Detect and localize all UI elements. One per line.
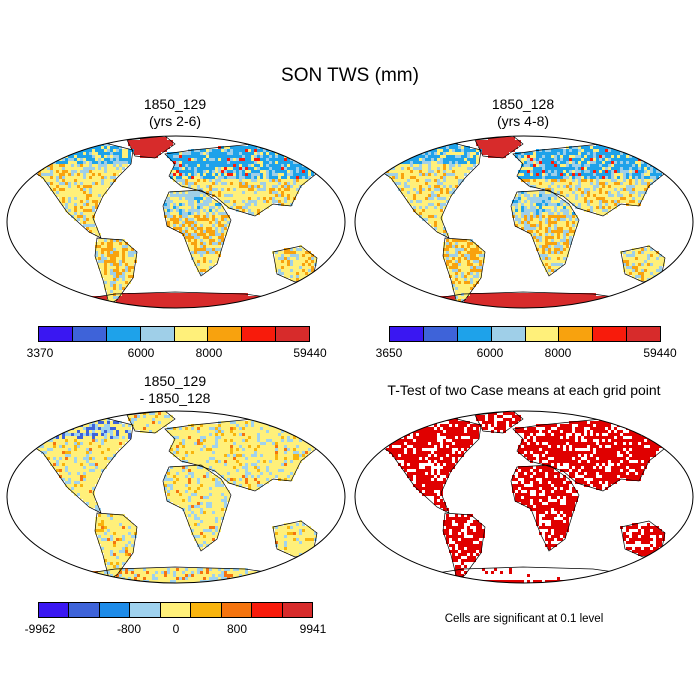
colorbar-swatch-0 (390, 327, 424, 341)
colorbar-swatch-3 (130, 603, 161, 617)
map-frame (354, 410, 694, 584)
colorbar-swatch-4 (160, 603, 192, 617)
colorbar-swatch-7 (252, 603, 283, 617)
colorbar-swatch-6 (242, 327, 277, 341)
figure-title: SON TWS (mm) (281, 65, 419, 86)
colorbar-swatch-1 (69, 603, 100, 617)
coastline-samerica (94, 512, 138, 580)
panel-3-map (6, 410, 346, 584)
map-cells (32, 137, 332, 308)
panel-3-tick-3: 800 (226, 622, 248, 636)
coastline-namerica (30, 142, 134, 239)
colorbar-swatch-3 (491, 327, 526, 341)
colorbar-swatch-1 (72, 327, 107, 341)
map-cells (380, 412, 680, 583)
panel-4-title: T-Test of two Case means at each grid po… (387, 382, 661, 398)
coastline-samerica (94, 237, 138, 305)
panel-3-title-line1: 1850_129 (143, 373, 207, 389)
map-frame (6, 410, 346, 584)
panel-3-tick-4: 9941 (299, 622, 327, 636)
colorbar-swatch-7 (627, 327, 660, 341)
panel-1-tick-0: 3370 (26, 346, 54, 360)
colorbar-swatch-5 (559, 327, 594, 341)
colorbar-swatch-4 (174, 327, 209, 341)
panel-1-title-line2: (yrs 2-6) (148, 113, 202, 129)
coastline-samerica (442, 237, 486, 305)
coastline-namerica (378, 417, 482, 514)
colorbar-swatch-3 (140, 327, 175, 341)
colorbar-swatch-1 (423, 327, 458, 341)
colorbar-swatch-0 (39, 603, 70, 617)
coastline-samerica (442, 512, 486, 580)
coastline-namerica (30, 417, 134, 514)
panel-2-title-line2: (yrs 4-8) (496, 113, 550, 129)
significance-note: Cells are significant at 0.1 level (444, 613, 604, 625)
panel-2-tick-1: 6000 (476, 346, 504, 360)
panel-4-map (354, 410, 694, 584)
panel-3-title-line2: - 1850_128 (139, 390, 211, 406)
colorbar-swatch-0 (39, 327, 73, 341)
coastline-africa (510, 189, 580, 277)
panel-3-colorbar (38, 602, 313, 618)
map-frame (354, 135, 694, 309)
map-frame (6, 135, 346, 309)
panel-1-tick-3: 59440 (293, 346, 327, 360)
colorbar-swatch-6 (221, 603, 253, 617)
colorbar-swatch-2 (457, 327, 492, 341)
map-cells (380, 137, 680, 308)
coastline-africa (510, 464, 580, 552)
panel-2-title-line1: 1850_128 (491, 96, 555, 112)
colorbar-swatch-2 (106, 327, 141, 341)
panel-1-colorbar (38, 326, 310, 342)
panel-3-tick-0: -9962 (24, 622, 56, 636)
colorbar-swatch-8 (282, 603, 312, 617)
panel-2-map (354, 135, 694, 309)
colorbar-swatch-5 (208, 327, 243, 341)
colorbar-swatch-4 (525, 327, 560, 341)
colorbar-swatch-5 (191, 603, 222, 617)
panel-2-tick-3: 59440 (643, 346, 677, 360)
panel-1-tick-1: 6000 (127, 346, 155, 360)
colorbar-swatch-2 (99, 603, 131, 617)
colorbar-swatch-7 (276, 327, 309, 341)
panel-3-tick-1: -800 (116, 622, 142, 636)
panel-1-map (6, 135, 346, 309)
map-cells (32, 412, 332, 583)
panel-1-tick-2: 8000 (195, 346, 223, 360)
panel-3-tick-2: 0 (172, 622, 180, 636)
panel-2-colorbar (389, 326, 661, 342)
panel-1-title-line1: 1850_129 (143, 96, 207, 112)
coastline-africa (162, 189, 232, 277)
panel-2-tick-2: 8000 (544, 346, 572, 360)
coastline-namerica (378, 142, 482, 239)
colorbar-swatch-6 (593, 327, 628, 341)
panel-2-tick-0: 3650 (375, 346, 403, 360)
coastline-africa (162, 464, 232, 552)
